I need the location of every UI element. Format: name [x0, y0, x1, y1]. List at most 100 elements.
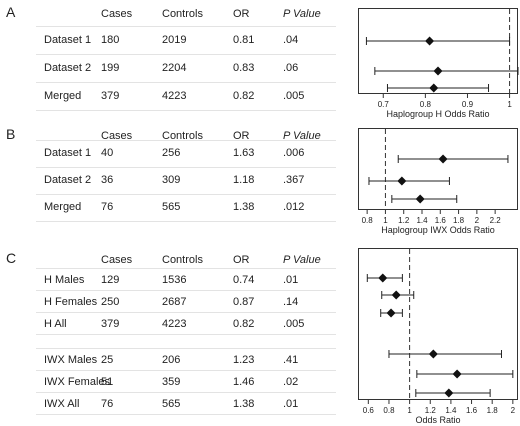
odds-ratio-point: [415, 194, 425, 204]
table-cell-p: .01: [283, 274, 299, 286]
table-cell-or: 0.74: [233, 274, 255, 286]
x-tick-label: 0.8: [420, 100, 432, 109]
plot-frame: [358, 128, 518, 210]
panel-letter: C: [6, 250, 17, 266]
table-cell-controls: 2204: [162, 62, 187, 74]
x-tick-label: 0.8: [383, 406, 395, 415]
column-header: OR: [233, 254, 250, 266]
table-cell-cases: 36: [101, 174, 114, 186]
table-cell-controls: 309: [162, 174, 181, 186]
table-cell-controls: 565: [162, 398, 181, 410]
table-cell-or: 0.83: [233, 62, 255, 74]
x-tick-label: 1: [383, 216, 388, 225]
table-cell-p: .005: [283, 90, 305, 102]
x-tick-label: 1: [407, 406, 412, 415]
column-header: P Value: [283, 254, 321, 266]
row-divider: [36, 194, 336, 195]
table-cell-label: Dataset 1: [44, 147, 92, 159]
table-cell-cases: 379: [101, 318, 120, 330]
x-tick-label: 2.2: [490, 216, 502, 225]
column-header: Controls: [162, 8, 203, 20]
table-cell-label: Dataset 2: [44, 174, 92, 186]
x-tick-label: 2: [475, 216, 480, 225]
forest-plot: 0.6 0.8 1 1.2 1.4 1.6 1.8 2 Odds Ratio: [358, 248, 518, 425]
x-axis-label: Haplogroup H Odds Ratio: [386, 109, 489, 119]
x-tick-label: 1.6: [435, 216, 447, 225]
plot-frame: [358, 8, 518, 94]
table-cell-label: Merged: [44, 201, 82, 213]
table-cell-cases: 51: [101, 376, 114, 388]
row-divider: [36, 370, 336, 371]
table-cell-or: 0.87: [233, 296, 255, 308]
odds-ratio-point: [425, 36, 435, 46]
x-tick-label: 2: [511, 406, 516, 415]
column-header: OR: [233, 130, 250, 142]
table-cell-controls: 4223: [162, 318, 187, 330]
row-divider: [36, 392, 336, 393]
table-cell-label: Dataset 2: [44, 62, 92, 74]
table-cell-cases: 129: [101, 274, 120, 286]
panel-letter: B: [6, 126, 16, 142]
row-divider: [36, 140, 336, 141]
table-cell-or: 1.38: [233, 201, 255, 213]
table-cell-controls: 4223: [162, 90, 187, 102]
x-tick-label: 0.6: [363, 406, 375, 415]
table-cell-cases: 379: [101, 90, 120, 102]
x-tick-label: 1.4: [416, 216, 428, 225]
x-tick-label: 1.2: [425, 406, 437, 415]
odds-ratio-point: [444, 388, 454, 398]
row-divider: [36, 167, 336, 168]
table-cell-controls: 1536: [162, 274, 187, 286]
x-tick-label: 1: [507, 100, 512, 109]
table-cell-controls: 206: [162, 354, 181, 366]
table-cell-p: .14: [283, 296, 299, 308]
odds-ratio-point: [452, 369, 462, 379]
odds-ratio-point: [397, 176, 407, 186]
odds-ratio-point: [438, 154, 448, 164]
row-divider: [36, 348, 336, 349]
table-cell-label: H Females: [44, 296, 98, 308]
row-divider: [36, 334, 336, 335]
x-tick-label: 1.2: [398, 216, 410, 225]
row-divider: [36, 110, 336, 111]
table-cell-or: 1.18: [233, 174, 255, 186]
odds-ratio-point: [378, 273, 388, 283]
table-cell-label: IWX All: [44, 398, 80, 410]
column-header: P Value: [283, 8, 321, 20]
table-cell-label: IWX Females: [44, 376, 111, 388]
table-cell-or: 0.81: [233, 34, 255, 46]
panel-letter: A: [6, 4, 16, 20]
x-tick-label: 0.9: [462, 100, 474, 109]
table-cell-cases: 76: [101, 398, 114, 410]
column-header: OR: [233, 8, 250, 20]
table-cell-cases: 250: [101, 296, 120, 308]
odds-ratio-point: [429, 83, 439, 93]
table-cell-controls: 2687: [162, 296, 187, 308]
table-cell-p: .012: [283, 201, 305, 213]
odds-ratio-point: [433, 66, 443, 76]
x-tick-label: 1.6: [466, 406, 478, 415]
table-cell-p: .006: [283, 147, 305, 159]
row-divider: [36, 26, 336, 27]
table-cell-p: .005: [283, 318, 305, 330]
x-axis-label: Haplogroup IWX Odds Ratio: [381, 225, 495, 235]
row-divider: [36, 312, 336, 313]
odds-ratio-point: [428, 349, 438, 359]
odds-ratio-point: [386, 308, 396, 318]
table-cell-cases: 25: [101, 354, 114, 366]
column-header: P Value: [283, 130, 321, 142]
table-cell-controls: 565: [162, 201, 181, 213]
table-cell-or: 0.82: [233, 90, 255, 102]
x-axis-label: Odds Ratio: [415, 415, 460, 425]
x-tick-label: 1.4: [445, 406, 457, 415]
table-cell-controls: 256: [162, 147, 181, 159]
plot-frame: [358, 248, 518, 400]
x-tick-label: 0.7: [378, 100, 390, 109]
table-cell-p: .06: [283, 62, 299, 74]
column-header: Controls: [162, 130, 203, 142]
table-cell-label: IWX Males: [44, 354, 98, 366]
table-cell-label: H Males: [44, 274, 85, 286]
x-tick-label: 1.8: [487, 406, 499, 415]
row-divider: [36, 268, 336, 269]
